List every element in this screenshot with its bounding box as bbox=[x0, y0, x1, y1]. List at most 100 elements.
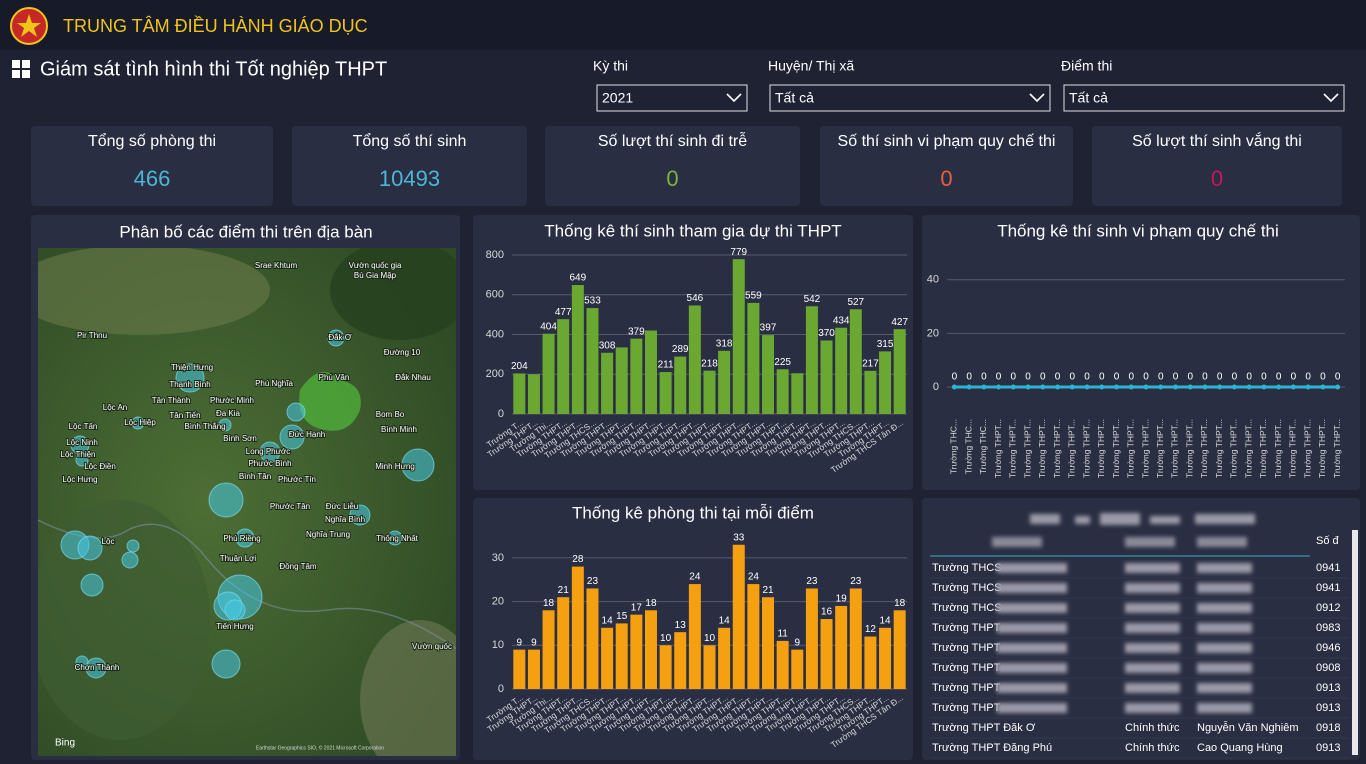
data-label: 24 bbox=[689, 572, 701, 583]
blurred-cell bbox=[1125, 603, 1180, 613]
map[interactable] bbox=[10, 240, 480, 764]
exam-site[interactable] bbox=[208, 482, 244, 518]
bar bbox=[513, 373, 526, 414]
dropdown-value[interactable]: 2021 bbox=[602, 90, 633, 106]
place-label: Bù Gia Mập bbox=[354, 271, 397, 280]
data-label: 0 bbox=[1099, 372, 1105, 383]
y-tick-label: 200 bbox=[486, 368, 504, 380]
blurred-cell bbox=[997, 583, 1067, 593]
dropdown-arrow[interactable] bbox=[1323, 93, 1339, 103]
exam-site[interactable] bbox=[235, 528, 255, 548]
blurred-cell bbox=[1125, 563, 1180, 573]
exam-site[interactable] bbox=[224, 599, 246, 621]
y-tick-label: 0 bbox=[498, 683, 504, 695]
dropdown[interactable]: 2021 bbox=[596, 84, 748, 112]
x-tick-label: Trường THPT... bbox=[1332, 419, 1342, 478]
exam-site[interactable] bbox=[259, 441, 281, 463]
exam-site[interactable] bbox=[131, 416, 145, 430]
exam-site[interactable] bbox=[121, 551, 139, 569]
exam-site[interactable] bbox=[349, 504, 371, 526]
blurred-cell bbox=[1197, 683, 1252, 693]
place-label: Bom Bo bbox=[376, 410, 405, 419]
bar bbox=[557, 319, 570, 414]
data-label: 318 bbox=[716, 338, 733, 349]
place-label: Lộc Thiện bbox=[61, 450, 96, 459]
table-cell: Trường THPT Đăng Phú bbox=[932, 742, 1052, 754]
x-tick-label: Trường THPT... bbox=[1317, 419, 1327, 478]
exam-site[interactable] bbox=[211, 649, 241, 679]
dropdown-arrow[interactable] bbox=[726, 93, 742, 103]
dropdown-box[interactable] bbox=[1063, 84, 1345, 112]
bar bbox=[615, 347, 628, 414]
header-bar bbox=[0, 0, 1366, 50]
x-tick-label: Trường THPT... bbox=[1199, 419, 1209, 478]
data-label: 379 bbox=[628, 326, 645, 337]
place-label: Thống Nhất bbox=[376, 534, 419, 543]
exam-site[interactable] bbox=[80, 573, 104, 597]
place-label: Tân Thành bbox=[152, 396, 191, 405]
bar bbox=[586, 588, 599, 689]
data-label: 28 bbox=[572, 554, 584, 565]
data-label: 23 bbox=[587, 576, 599, 587]
point bbox=[981, 384, 987, 390]
dropdown-value[interactable]: Tất cả bbox=[1069, 90, 1108, 106]
data-label: 23 bbox=[806, 576, 818, 587]
exam-site[interactable] bbox=[401, 448, 435, 482]
data-label: 0 bbox=[1070, 372, 1076, 383]
dropdown[interactable]: Tất cả bbox=[769, 84, 1051, 112]
exam-site[interactable] bbox=[387, 530, 403, 546]
exam-site[interactable] bbox=[279, 424, 305, 450]
kpi-card bbox=[545, 126, 800, 206]
point bbox=[966, 384, 972, 390]
data-label: 315 bbox=[877, 339, 894, 350]
point bbox=[1025, 384, 1031, 390]
bar bbox=[703, 370, 716, 414]
scrollbar[interactable] bbox=[1352, 530, 1358, 755]
point bbox=[1335, 384, 1341, 390]
place-label: Lộc An bbox=[103, 403, 127, 412]
place-label: Thanh Bình bbox=[169, 380, 210, 389]
x-tick-label: Trường THPT... bbox=[1037, 419, 1047, 478]
map-terrain bbox=[360, 620, 456, 756]
exam-site[interactable] bbox=[327, 329, 345, 347]
exam-site[interactable] bbox=[75, 655, 89, 669]
place-label: Pir Thnu bbox=[77, 331, 107, 340]
exam-site[interactable] bbox=[218, 418, 232, 432]
dropdown[interactable]: Tất cả bbox=[1063, 84, 1345, 112]
table-cell: Trường THPT bbox=[932, 662, 1001, 674]
dropdown-arrow[interactable] bbox=[1029, 93, 1045, 103]
kpi-value: 466 bbox=[134, 166, 171, 191]
map-logo: Bing bbox=[55, 738, 75, 749]
dropdown-value[interactable]: Tất cả bbox=[775, 90, 814, 106]
data-label: 204 bbox=[511, 361, 528, 372]
place-label: Đa Kia bbox=[216, 409, 241, 418]
x-tick-label: Trường THPT... bbox=[1111, 419, 1121, 478]
point bbox=[1114, 384, 1120, 390]
bar bbox=[791, 373, 804, 414]
x-tick-label: Trường THPT... bbox=[1052, 419, 1062, 478]
data-label: 0 bbox=[1291, 372, 1297, 383]
data-label: 15 bbox=[616, 611, 628, 622]
exam-site[interactable] bbox=[126, 539, 140, 553]
blurred-cell bbox=[1197, 643, 1252, 653]
x-tick-label: Trường THC... bbox=[978, 419, 988, 474]
dropdown-box[interactable] bbox=[769, 84, 1051, 112]
data-label: 0 bbox=[1276, 372, 1282, 383]
place-label: Thuận Lợi bbox=[220, 554, 257, 563]
table-cell: Chính thức bbox=[1125, 722, 1180, 734]
y-tick-label: 600 bbox=[486, 289, 504, 301]
data-label: 0 bbox=[1217, 372, 1223, 383]
exam-site[interactable] bbox=[175, 363, 205, 393]
x-tick-label: Trường THPT... bbox=[1126, 419, 1136, 478]
exam-site[interactable] bbox=[75, 453, 89, 467]
data-label: 0 bbox=[1261, 372, 1267, 383]
data-label: 14 bbox=[719, 615, 731, 626]
exam-site[interactable] bbox=[85, 657, 107, 679]
data-label: 218 bbox=[701, 358, 718, 369]
table-cell: Trường THCS bbox=[932, 602, 1002, 614]
place-label: Lộc Tấn bbox=[69, 422, 98, 431]
bar bbox=[805, 306, 818, 414]
dropdown-box[interactable] bbox=[596, 84, 748, 112]
exam-site[interactable] bbox=[286, 402, 306, 422]
exam-site[interactable] bbox=[77, 535, 103, 561]
